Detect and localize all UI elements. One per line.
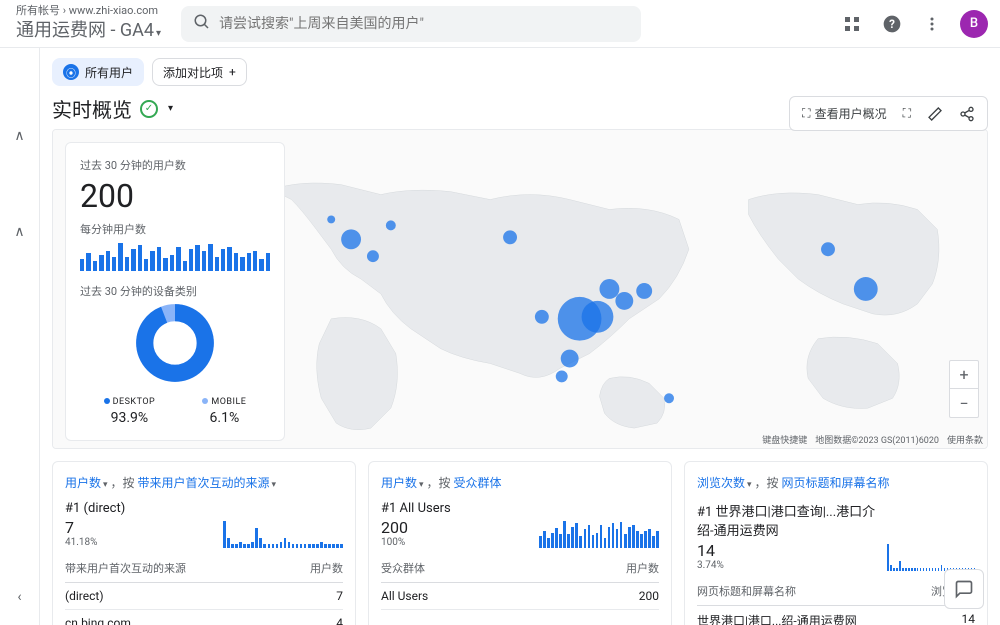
rank-name: #1 世界港口|港口查询|...港口介绍-通用运费网: [697, 501, 887, 539]
table-header: 受众群体用户数: [381, 554, 659, 583]
toolbar: ⛶ 查看用户概况 ⛶: [789, 96, 988, 131]
search-input[interactable]: [219, 16, 629, 32]
breadcrumb: 所有帐号 › www.zhi-xiao.com: [16, 2, 158, 18]
sidebar: ∧ ∧ ‹: [0, 48, 40, 625]
svg-text:?: ?: [889, 17, 895, 31]
cards-row: 用户数▾ ，按 带来用户首次互动的来源▾ #1 (direct) 7 41.18…: [52, 461, 988, 625]
content: ⦿ 所有用户 添加对比项 + 实时概览 ✓ ▾ ⛶ 查看用户概况 ⛶: [40, 48, 1000, 625]
feedback-button[interactable]: [944, 569, 984, 609]
table-header: 带来用户首次互动的来源用户数: [65, 554, 343, 583]
fullscreen-button[interactable]: ⛶: [899, 102, 915, 125]
scan-icon: ⛶: [802, 106, 810, 121]
mini-bar-chart: [80, 241, 270, 271]
sparkline-chart: [223, 520, 343, 548]
search-box[interactable]: [181, 6, 641, 42]
chevron-down-icon[interactable]: ▾: [168, 103, 173, 114]
sparkline-chart: [887, 543, 975, 571]
chip-add-compare[interactable]: 添加对比项 +: [152, 58, 247, 86]
stats-card: 过去 30 分钟的用户数 200 每分钟用户数 过去 30 分钟的设备类别 DE…: [65, 142, 285, 441]
apps-icon[interactable]: [840, 12, 864, 36]
collapse-back-icon[interactable]: ‹: [17, 589, 21, 605]
card-title[interactable]: 用户数▾ ，按 带来用户首次互动的来源▾: [65, 474, 343, 491]
map[interactable]: 过去 30 分钟的用户数 200 每分钟用户数 过去 30 分钟的设备类别 DE…: [52, 129, 988, 449]
rank-pct: 41.18%: [65, 537, 125, 548]
collapse-icon[interactable]: ∧: [14, 224, 24, 240]
zoom-in-button[interactable]: +: [950, 361, 978, 389]
header: 所有帐号 › www.zhi-xiao.com 通用运费网 - GA4▾ ? B: [0, 0, 1000, 48]
last30-value: 200: [80, 177, 270, 215]
share-button[interactable]: [955, 102, 979, 126]
metric-card: 用户数▾ ，按 受众群体 #1 All Users 200 100% 受众群体用…: [368, 461, 672, 625]
table-row[interactable]: 世界港口|港口...绍-通用运费网14: [697, 606, 975, 625]
edit-button[interactable]: [923, 102, 947, 126]
rank-pct: 100%: [381, 537, 451, 548]
map-attribution: 键盘快捷键 地图数据©2023 GS(2011)6020 使用条款: [762, 433, 983, 446]
avatar[interactable]: B: [960, 10, 988, 38]
help-icon[interactable]: ?: [880, 12, 904, 36]
device-donut-chart: [135, 303, 215, 383]
table-row[interactable]: cn.bing.com4: [65, 610, 343, 625]
legend-desktop: DESKTOP 93.9%: [104, 393, 156, 426]
zoom-controls: + −: [949, 360, 979, 418]
plus-icon: +: [229, 65, 236, 79]
device-label: 过去 30 分钟的设备类别: [80, 283, 270, 299]
metric-card: 浏览次数▾ ，按 网页标题和屏幕名称 #1 世界港口|港口查询|...港口介绍-…: [684, 461, 988, 625]
page-title: 实时概览: [52, 94, 132, 123]
metric-card: 用户数▾ ，按 带来用户首次互动的来源▾ #1 (direct) 7 41.18…: [52, 461, 356, 625]
table-header: 网页标题和屏幕名称浏览次数: [697, 577, 975, 606]
card-title[interactable]: 用户数▾ ，按 受众群体: [381, 474, 659, 491]
sparkline-chart: [539, 520, 659, 548]
search-icon: [193, 13, 211, 35]
legend-mobile: MOBILE 6.1%: [202, 393, 246, 426]
header-icons: ? B: [840, 10, 988, 38]
view-users-button[interactable]: ⛶ 查看用户概况: [798, 101, 890, 126]
rank-name: #1 All Users: [381, 501, 451, 516]
chip-all-users[interactable]: ⦿ 所有用户: [52, 58, 144, 86]
rank-pct: 3.74%: [697, 560, 887, 571]
check-badge-icon: ✓: [140, 100, 158, 118]
last30-label: 过去 30 分钟的用户数: [80, 157, 270, 173]
card-title[interactable]: 浏览次数▾ ，按 网页标题和屏幕名称: [697, 474, 975, 491]
rank-value: 200: [381, 518, 451, 537]
users-icon: ⦿: [63, 64, 79, 80]
zoom-out-button[interactable]: −: [950, 389, 978, 417]
table-row[interactable]: (direct)7: [65, 583, 343, 610]
rank-value: 14: [697, 541, 887, 560]
permin-label: 每分钟用户数: [80, 221, 270, 237]
rank-value: 7: [65, 518, 125, 537]
collapse-icon[interactable]: ∧: [14, 128, 24, 144]
more-icon[interactable]: [920, 12, 944, 36]
rank-name: #1 (direct): [65, 501, 125, 516]
table-row[interactable]: All Users200: [381, 583, 659, 610]
property-selector[interactable]: 通用运费网 - GA4▾: [16, 16, 161, 42]
